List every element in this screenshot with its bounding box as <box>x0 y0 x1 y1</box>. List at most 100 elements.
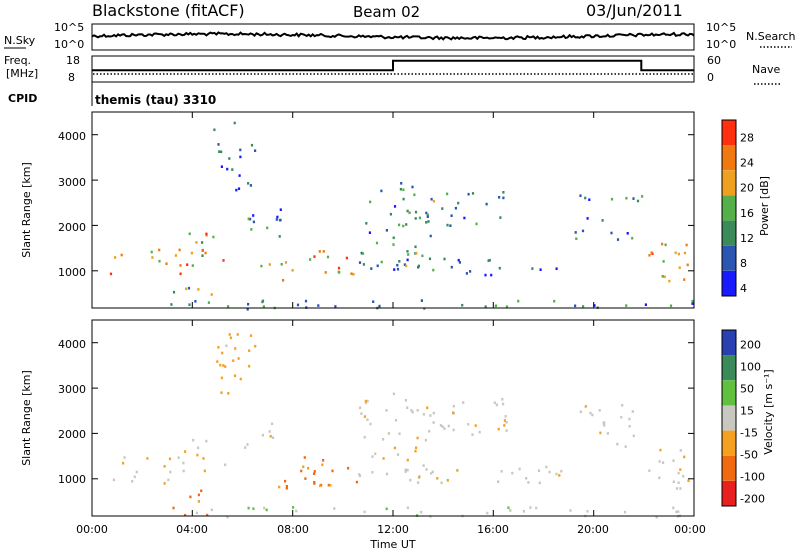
echo-cell <box>417 481 420 484</box>
echo-cell <box>172 290 176 294</box>
echo-cell <box>350 272 353 275</box>
echo-cell <box>518 467 521 471</box>
echo-cell <box>133 475 136 479</box>
power-echo-cells <box>109 121 694 311</box>
echo-cell <box>662 260 665 263</box>
colorbar-segment <box>722 430 736 456</box>
echo-cell <box>405 264 408 268</box>
velocity-ytick-2000: 2000 <box>58 428 86 441</box>
echo-cell <box>683 455 686 459</box>
echo-cell <box>303 456 306 459</box>
echo-cell <box>686 263 689 267</box>
echo-cell <box>394 419 398 422</box>
echo-cell <box>205 439 208 443</box>
echo-cell <box>174 254 177 257</box>
echo-cell <box>505 421 508 424</box>
echo-cell <box>300 469 303 473</box>
colorbar-segment <box>722 330 736 356</box>
echo-cell <box>366 418 369 421</box>
echo-cell <box>678 266 681 269</box>
echo-cell <box>192 438 195 442</box>
echo-cell <box>539 268 542 271</box>
echo-cell <box>457 201 460 205</box>
colorbar-tick: 12 <box>740 232 754 245</box>
echo-cell <box>428 429 431 433</box>
echo-cell <box>648 469 651 472</box>
echo-cell <box>601 219 604 222</box>
echo-cell <box>624 445 627 448</box>
echo-cell <box>431 470 434 474</box>
power-ytick-1000: 1000 <box>58 266 86 279</box>
echo-cell <box>405 223 408 226</box>
echo-cell <box>185 287 188 291</box>
echo-cell <box>380 260 383 264</box>
noise-panel-frame <box>91 23 695 51</box>
echo-cell <box>430 197 433 201</box>
echo-cell <box>168 457 172 461</box>
echo-cell <box>679 449 682 452</box>
frequency-panel-frame <box>91 55 695 83</box>
echo-cell <box>417 264 420 268</box>
echo-cell <box>276 215 279 219</box>
echo-cell <box>683 251 687 255</box>
echo-cell <box>194 300 197 303</box>
velocity-colorbar-label: Velocity [m s⁻¹] <box>762 369 775 454</box>
echo-cell <box>387 432 390 435</box>
echo-cell <box>403 263 406 266</box>
echo-cell <box>282 279 285 282</box>
xtick-1600: 16:00 <box>477 523 509 536</box>
echo-cell <box>254 149 257 152</box>
echo-cell <box>687 479 690 483</box>
echo-cell <box>331 469 334 473</box>
echo-cell <box>225 344 228 348</box>
noise-left-tick-low: 10^0 <box>54 38 84 51</box>
echo-cell <box>425 468 428 471</box>
echo-cell <box>238 174 241 177</box>
echo-cell <box>201 249 204 252</box>
echo-cell <box>375 241 379 245</box>
echo-cell <box>271 422 274 426</box>
echo-cell <box>362 263 365 266</box>
echo-cell <box>329 484 332 487</box>
echo-cell <box>538 481 541 485</box>
colorbar-tick: 4 <box>740 282 747 295</box>
echo-cell <box>450 265 453 269</box>
echo-cell <box>422 413 425 416</box>
echo-cell <box>393 446 396 450</box>
freq-label-line1: Freq. <box>4 54 31 67</box>
echo-cell <box>284 261 288 264</box>
echo-cell <box>179 272 182 276</box>
echo-cell <box>182 461 185 465</box>
echo-cell <box>254 344 257 348</box>
echo-cell <box>413 193 416 197</box>
velocity-echo-cells <box>112 333 690 519</box>
echo-cell <box>224 365 227 368</box>
echo-cell <box>374 452 377 456</box>
echo-cell <box>363 510 366 514</box>
echo-cell <box>677 481 680 484</box>
velocity-panel: 4000 3000 2000 1000 Slant Range [km] 200… <box>20 319 775 519</box>
echo-cell <box>200 489 203 493</box>
echo-cell <box>201 254 204 257</box>
echo-cell <box>416 436 419 440</box>
velocity-y-ticks <box>92 342 694 480</box>
echo-cell <box>610 231 613 235</box>
echo-cell <box>424 438 427 442</box>
echo-cell <box>151 256 154 259</box>
echo-cell <box>179 264 182 267</box>
echo-cell <box>426 215 429 218</box>
echo-cell <box>545 465 548 469</box>
echo-cell <box>569 509 572 512</box>
echo-cell <box>485 202 488 206</box>
echo-cell <box>231 168 234 171</box>
echo-cell <box>389 212 392 216</box>
echo-cell <box>452 404 455 408</box>
power-colorbar: 28 24 20 16 12 8 4 <box>721 119 754 297</box>
echo-cell <box>446 192 449 196</box>
echo-cell <box>229 336 232 340</box>
echo-cell <box>378 304 381 308</box>
echo-cell <box>220 165 223 168</box>
colorbar-tick: 50 <box>740 383 754 396</box>
echo-cell <box>182 469 185 473</box>
echo-cell <box>109 272 113 276</box>
